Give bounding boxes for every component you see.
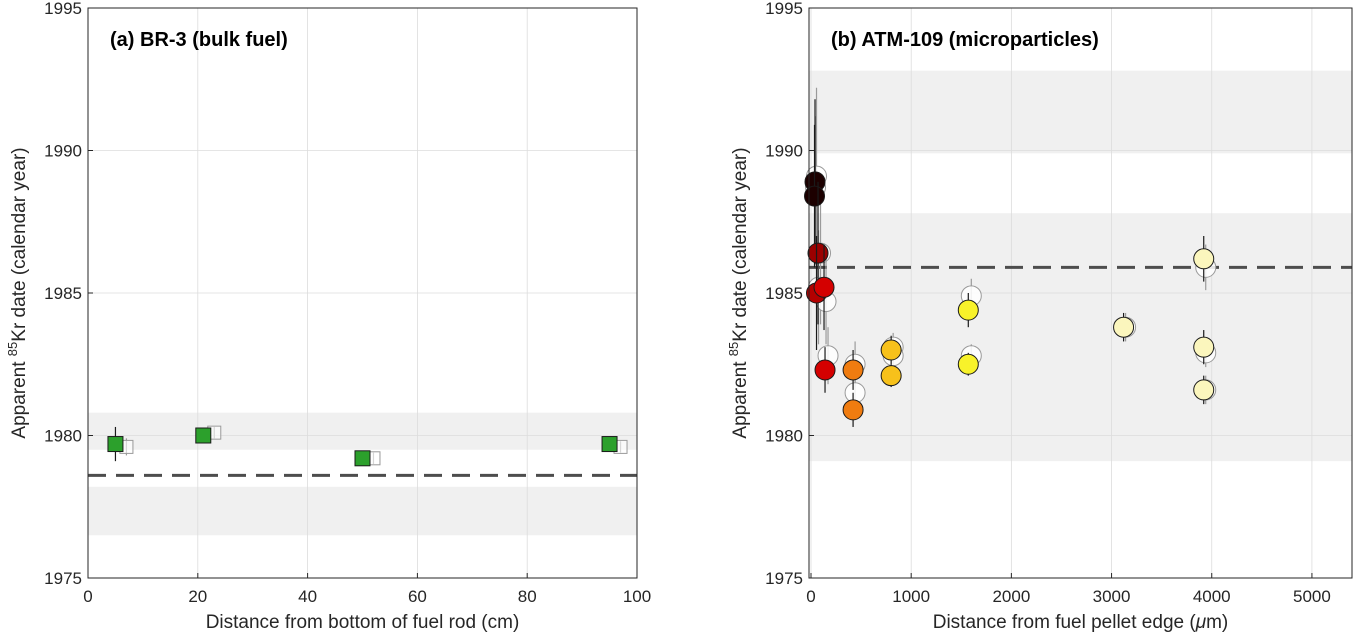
x-axis-label: Distance from fuel pellet edge (μm) [933,612,1229,633]
x-axis-label: Distance from bottom of fuel rod (cm) [206,612,520,633]
data-point-circle [880,339,902,361]
panel-title: (a) BR-3 (bulk fuel) [110,29,288,51]
data-point-circle [957,353,979,375]
y-axis-label: Apparent 85Kr date (calendar year) [726,147,751,438]
x-tick-label: 1000 [892,587,930,606]
y-tick-label: 1980 [44,427,82,446]
x-tick-label: 0 [806,587,815,606]
data-point-circle [814,359,836,381]
data-point-square [354,450,371,467]
x-tick-label: 3000 [1093,587,1131,606]
data-point-circle [807,242,829,264]
data-point-circle [1193,248,1215,270]
axes-frame [808,7,1353,579]
x-tick-label: 100 [623,587,651,606]
x-tick-label: 2000 [992,587,1030,606]
x-tick-label: 80 [518,587,537,606]
x-tick-label: 40 [298,587,317,606]
panel-b: 0 1000 2000 3000 4000 5000 1975 1980 1985 1990 199… [726,0,1353,633]
data-point-circle [842,399,864,421]
axes-frame [87,7,638,579]
x-tick-label: 60 [408,587,427,606]
x-tick-label: 5000 [1293,587,1331,606]
shaded-band [809,213,1352,462]
y-tick-label: 1995 [44,0,82,18]
panel-a: 0 20 40 60 80 100 1975 1980 1985 1990 1995 (a) BR-3… [5,0,651,633]
data-point-circle [842,359,864,381]
y-tick-label: 1995 [765,0,803,18]
y-tick-label: 1975 [765,569,803,588]
y-tick-label: 1985 [765,284,803,303]
shaded-band [88,412,637,450]
y-tick-label: 1990 [765,142,803,161]
data-point-square [601,436,618,453]
data-point-circle [957,299,979,321]
data-point-square [107,436,124,453]
data-point-circle [1193,336,1215,358]
shaded-band [88,486,637,536]
data-point-circle [880,365,902,387]
x-tick-label: 4000 [1193,587,1231,606]
data-point-circle [1113,316,1135,338]
data-point-circle [813,276,835,298]
x-tick-label: 0 [83,587,92,606]
y-tick-label: 1980 [765,427,803,446]
data-point-square [195,427,212,444]
y-axis-label: Apparent 85Kr date (calendar year) [5,147,30,438]
y-tick-label: 1990 [44,142,82,161]
data-point-circle [804,185,826,207]
shaded-band [809,70,1352,154]
y-tick-label: 1985 [44,284,82,303]
data-point-circle [1193,379,1215,401]
y-tick-label: 1975 [44,569,82,588]
x-tick-label: 20 [188,587,207,606]
panel-title: (b) ATM-109 (microparticles) [831,29,1099,51]
